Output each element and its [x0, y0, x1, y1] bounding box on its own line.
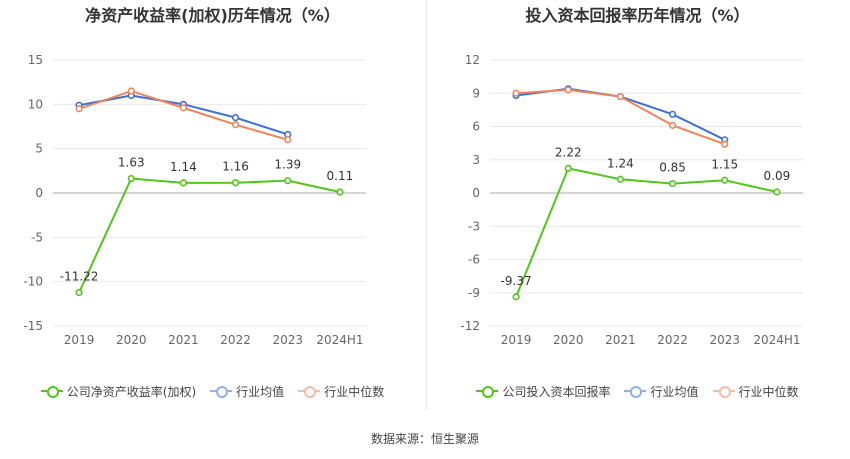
data-point	[721, 176, 729, 184]
x-tick-label: 2024H1	[753, 333, 800, 347]
x-tick-label: 2019	[64, 333, 95, 347]
data-point	[284, 177, 292, 185]
data-label: 1.14	[170, 160, 197, 174]
legend-label: 行业均值	[236, 384, 285, 399]
legend-label: 行业均值	[650, 384, 699, 399]
legend-item-industry-mean[interactable]: 行业均值	[210, 383, 284, 400]
y-tick-label: -15	[23, 319, 43, 333]
y-tick-label: 0	[35, 186, 43, 200]
data-point	[512, 293, 520, 301]
legend-line-marker-icon	[624, 385, 647, 398]
legend-label: 行业中位数	[738, 384, 799, 399]
data-point	[231, 179, 240, 187]
y-tick-label: -9	[468, 286, 480, 300]
y-tick-label: 5	[35, 142, 43, 156]
series-line	[78, 89, 289, 141]
data-point	[127, 87, 135, 95]
legend-line-marker-icon	[712, 385, 735, 398]
y-tick-label: 0	[472, 186, 480, 200]
legend-line-marker-icon	[210, 385, 233, 398]
y-tick-label: -10	[23, 275, 43, 289]
legend-label: 公司净资产收益率(加权)	[66, 384, 197, 399]
data-point	[231, 114, 240, 122]
data-label: 1.39	[274, 158, 301, 172]
x-tick-label: 2023	[272, 333, 303, 347]
data-label: 1.15	[711, 157, 738, 171]
data-point	[336, 188, 344, 196]
data-point	[231, 121, 240, 129]
roic-chart-title: 投入资本回报率历年情况（%）	[525, 6, 750, 25]
x-tick-label: 2021	[605, 333, 636, 347]
roe-chart-panel: 净资产收益率(加权)历年情况（%） 15 10 5 0 -5 -10 -15 2019 2020…	[0, 0, 425, 410]
data-point	[616, 175, 625, 183]
y-tick-label: 10	[28, 97, 43, 111]
data-label: 0.09	[764, 169, 791, 183]
legend-item-industry-mean[interactable]: 行业均值	[624, 383, 699, 400]
data-point	[75, 288, 83, 297]
y-tick-label: 12	[465, 53, 480, 67]
y-tick-label: -5	[31, 230, 43, 244]
legend-item-industry-median[interactable]: 行业中位数	[298, 383, 384, 400]
data-label: -11.22	[60, 269, 99, 283]
y-tick-label: -6	[468, 253, 480, 267]
panel-divider	[426, 0, 427, 410]
data-point	[668, 110, 677, 118]
data-label: -9.37	[501, 274, 532, 288]
legend-label: 行业中位数	[324, 384, 385, 399]
data-label: 2.22	[555, 145, 582, 159]
series-line	[78, 177, 341, 293]
x-tick-label: 2019	[501, 333, 532, 347]
data-point	[564, 86, 572, 94]
x-tick-label: 2021	[168, 333, 199, 347]
y-tick-label: -3	[468, 219, 480, 233]
x-tick-label: 2024H1	[316, 333, 363, 347]
data-label: 1.63	[118, 156, 145, 170]
roe-chart-legend: 公司净资产收益率(加权) 行业均值 行业中位数	[0, 382, 425, 400]
roic-chart-panel: 投入资本回报率历年情况（%） 12 9 6 3 0 -3 -6 -9 -12 2019 2020 20…	[425, 0, 850, 410]
x-tick-label: 2023	[709, 333, 740, 347]
y-tick-label: 9	[472, 86, 480, 100]
data-label: 1.16	[222, 160, 249, 174]
data-point	[75, 105, 83, 113]
x-tick-label: 2022	[657, 333, 688, 347]
data-point	[179, 104, 188, 112]
roe-chart-plot: 15 10 5 0 -5 -10 -15 2019 2020 2021 2022 2023 2024H1…	[23, 53, 366, 347]
y-tick-label: 6	[472, 120, 480, 134]
data-point	[179, 179, 188, 187]
legend-item-company-roe[interactable]: 公司净资产收益率(加权)	[40, 383, 197, 400]
data-point	[284, 136, 292, 144]
data-label: 0.11	[327, 169, 354, 183]
y-tick-label: 3	[472, 153, 480, 167]
x-tick-label: 2022	[220, 333, 251, 347]
legend-label: 公司投入资本回报率	[502, 384, 611, 399]
legend-item-company-roic[interactable]: 公司投入资本回报率	[476, 383, 610, 400]
x-tick-label: 2020	[116, 333, 147, 347]
data-point	[512, 89, 520, 97]
series-line	[515, 167, 778, 298]
data-label: 0.85	[659, 161, 686, 175]
data-point	[127, 174, 135, 183]
roic-chart-plot: 12 9 6 3 0 -3 -6 -9 -12 2019 2020 2021 2022 2023 2024H…	[460, 53, 803, 347]
roe-chart-title: 净资产收益率(加权)历年情况（%）	[85, 6, 340, 25]
y-tick-label: 15	[28, 53, 43, 67]
y-tick-label: -12	[460, 319, 480, 333]
data-point	[668, 179, 677, 188]
legend-line-marker-icon	[476, 385, 499, 398]
legend-line-marker-icon	[40, 385, 63, 398]
data-point	[721, 140, 729, 148]
legend-item-industry-median[interactable]: 行业中位数	[712, 383, 799, 400]
data-point	[668, 121, 677, 129]
roic-chart-legend: 公司投入资本回报率 行业均值 行业中位数	[425, 382, 850, 400]
x-tick-label: 2020	[553, 333, 584, 347]
data-source-note: 数据来源：恒生聚源	[370, 432, 479, 446]
data-point	[773, 188, 781, 196]
legend-line-marker-icon	[298, 385, 321, 398]
data-label: 1.24	[607, 156, 634, 170]
data-point	[616, 92, 625, 101]
data-point	[564, 164, 572, 172]
